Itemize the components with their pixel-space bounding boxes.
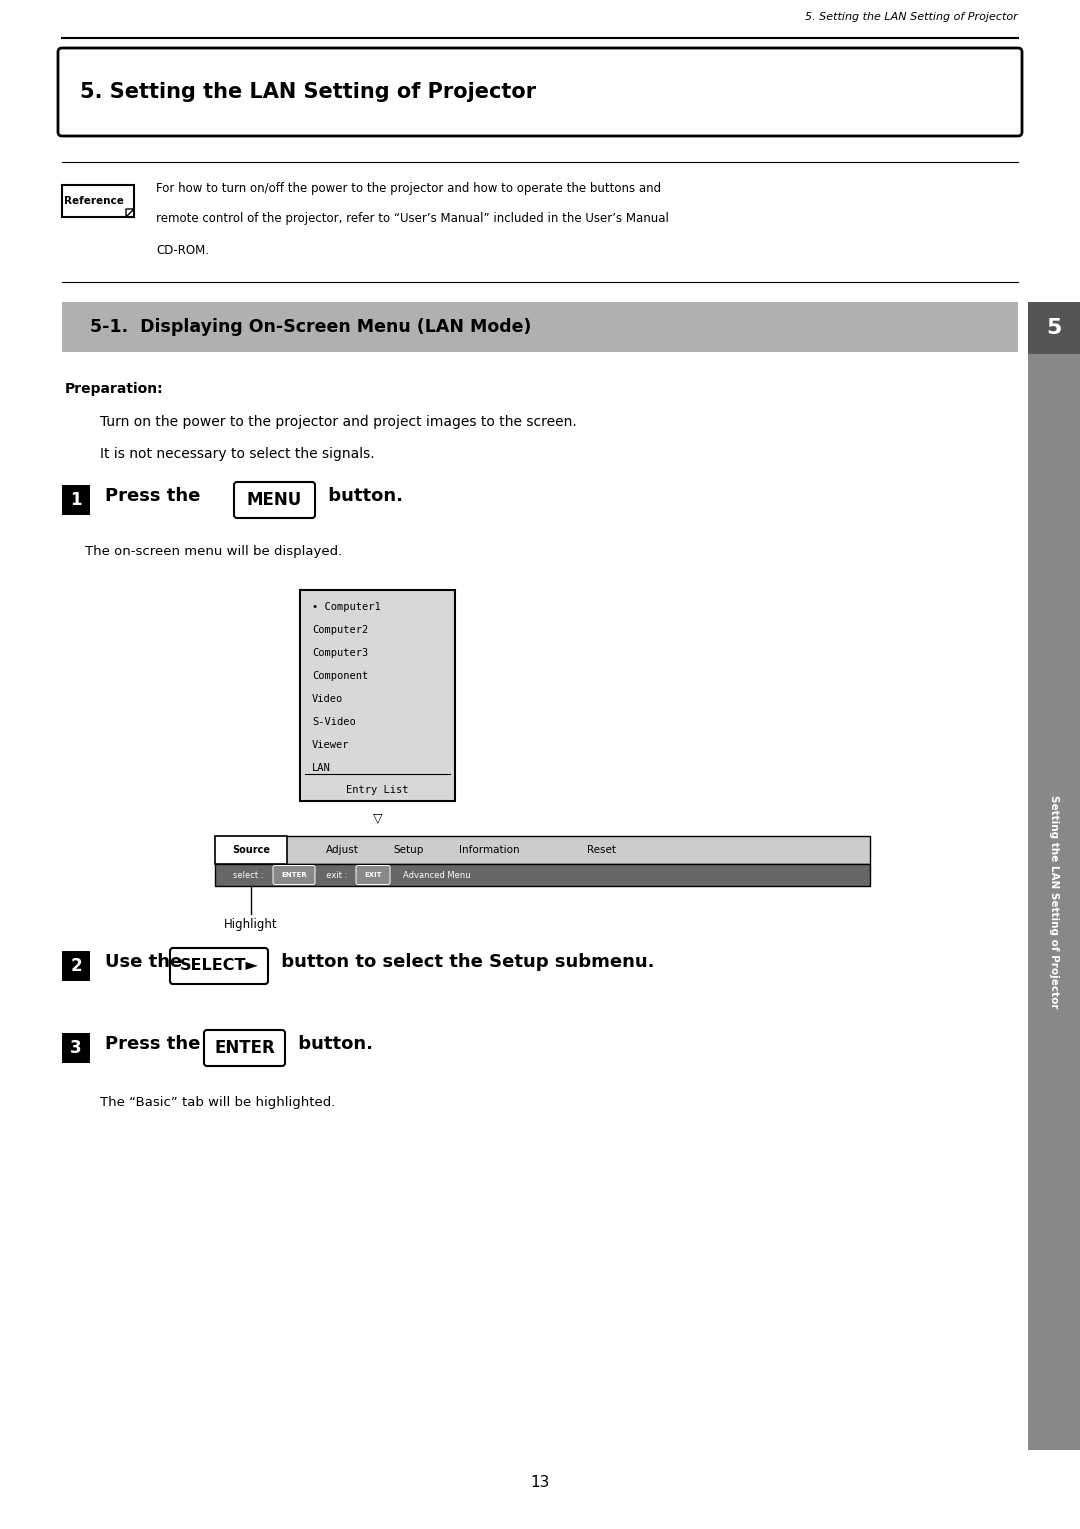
Text: The on-screen menu will be displayed.: The on-screen menu will be displayed. — [85, 544, 342, 558]
Text: 5. Setting the LAN Setting of Projector: 5. Setting the LAN Setting of Projector — [80, 83, 536, 102]
Bar — [62, 951, 90, 982]
Text: button.: button. — [322, 488, 403, 505]
Text: Preparation:: Preparation: — [65, 382, 164, 396]
Text: ▽: ▽ — [373, 812, 382, 826]
Text: button to select the Setup submenu.: button to select the Setup submenu. — [275, 953, 654, 971]
Text: Reference: Reference — [64, 196, 124, 206]
Text: ENTER: ENTER — [281, 872, 307, 878]
Text: For how to turn on/off the power to the projector and how to operate the buttons: For how to turn on/off the power to the … — [156, 182, 661, 196]
Bar — [215, 836, 287, 864]
FancyBboxPatch shape — [273, 865, 315, 884]
Polygon shape — [126, 209, 134, 217]
FancyBboxPatch shape — [58, 47, 1022, 136]
Text: Setup: Setup — [394, 846, 424, 855]
Text: CD-ROM.: CD-ROM. — [156, 245, 210, 257]
FancyBboxPatch shape — [356, 865, 390, 884]
Text: It is not necessary to select the signals.: It is not necessary to select the signal… — [100, 446, 375, 462]
Bar — [62, 485, 90, 515]
Text: 5. Setting the LAN Setting of Projector: 5. Setting the LAN Setting of Projector — [806, 12, 1018, 21]
Text: SELECT►: SELECT► — [179, 959, 258, 974]
Text: select :: select : — [233, 870, 266, 879]
Text: Highlight: Highlight — [225, 917, 278, 931]
Bar — [62, 1034, 90, 1063]
Text: 5-1.  Displaying On-Screen Menu (LAN Mode): 5-1. Displaying On-Screen Menu (LAN Mode… — [90, 318, 531, 336]
Text: Source: Source — [232, 846, 270, 855]
Text: Computer3: Computer3 — [312, 647, 368, 657]
FancyBboxPatch shape — [234, 482, 315, 518]
Text: Video: Video — [312, 694, 343, 703]
Text: Information: Information — [459, 846, 519, 855]
Text: 1: 1 — [70, 491, 82, 509]
Bar — [300, 590, 455, 801]
Text: 3: 3 — [70, 1040, 82, 1057]
Text: 5: 5 — [1047, 318, 1062, 338]
Text: • Computer1: • Computer1 — [312, 601, 381, 612]
Text: button.: button. — [292, 1035, 373, 1053]
Text: Adjust: Adjust — [325, 846, 359, 855]
Text: S-Video: S-Video — [312, 717, 355, 726]
Text: ENTER: ENTER — [214, 1040, 275, 1057]
Bar — [215, 864, 870, 885]
Bar — [1028, 303, 1080, 1449]
Bar — [215, 836, 870, 864]
Text: Turn on the power to the projector and project images to the screen.: Turn on the power to the projector and p… — [100, 414, 577, 430]
Text: Entry List: Entry List — [347, 784, 408, 795]
Text: exit :: exit : — [321, 870, 350, 879]
Bar — [62, 185, 134, 217]
Bar — [1028, 303, 1080, 355]
Text: MENU: MENU — [247, 491, 302, 509]
Text: Press the: Press the — [105, 488, 206, 505]
Text: LAN: LAN — [312, 763, 330, 772]
Text: Reset: Reset — [588, 846, 617, 855]
Bar — [62, 303, 1018, 352]
Text: Press the: Press the — [105, 1035, 206, 1053]
Text: Use the: Use the — [105, 953, 189, 971]
FancyBboxPatch shape — [170, 948, 268, 985]
Text: Viewer: Viewer — [312, 740, 350, 749]
Text: Component: Component — [312, 671, 368, 680]
FancyBboxPatch shape — [204, 1031, 285, 1066]
Text: 13: 13 — [530, 1475, 550, 1489]
Text: Computer2: Computer2 — [312, 624, 368, 635]
Text: The “Basic” tab will be highlighted.: The “Basic” tab will be highlighted. — [100, 1096, 336, 1109]
Text: 2: 2 — [70, 957, 82, 976]
Text: remote control of the projector, refer to “User’s Manual” included in the User’s: remote control of the projector, refer t… — [156, 213, 669, 225]
Text: Setting the LAN Setting of Projector: Setting the LAN Setting of Projector — [1049, 795, 1059, 1009]
Text: Advanced Menu: Advanced Menu — [403, 870, 471, 879]
Text: EXIT: EXIT — [364, 872, 382, 878]
